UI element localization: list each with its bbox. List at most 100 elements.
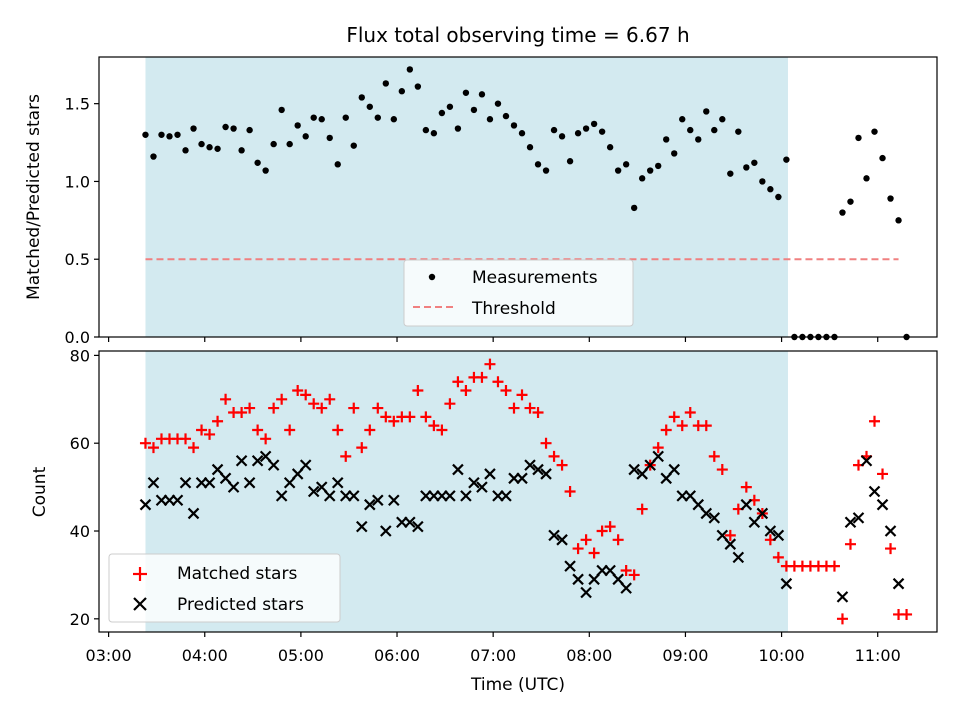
- matched-stars-point: [877, 468, 889, 480]
- matched-stars-point: [524, 402, 536, 414]
- matched-stars-point: [340, 450, 352, 462]
- measurements-point: [558, 133, 566, 140]
- matched-stars-point: [508, 402, 520, 414]
- matched-stars-point: [284, 424, 296, 436]
- measurements-point: [614, 167, 622, 174]
- matched-stars-point: [236, 406, 248, 418]
- matched-stars-point: [740, 481, 752, 493]
- predicted-stars-point: [476, 481, 488, 493]
- matched-stars-point: [636, 503, 648, 515]
- matched-stars-point: [580, 534, 592, 546]
- measurements-point: [566, 158, 574, 165]
- measurements-point: [671, 150, 678, 157]
- x-tick-label: 05:00: [278, 646, 324, 665]
- top-y-tick-label: 0.0: [65, 328, 90, 347]
- predicted-stars-point: [564, 560, 576, 572]
- matched-stars-point: [724, 529, 736, 541]
- measurements-point: [574, 130, 582, 137]
- legend-matched-marker: [133, 567, 147, 581]
- measurements-point: [655, 162, 662, 170]
- predicted-stars-point: [380, 525, 392, 537]
- matched-stars-point: [212, 415, 224, 427]
- predicted-stars-point: [203, 476, 216, 489]
- predicted-stars-point: [364, 498, 376, 511]
- measurements-point: [430, 130, 438, 137]
- measurements-point: [486, 116, 494, 123]
- matched-stars-point: [652, 442, 664, 454]
- matched-stars-point: [436, 424, 448, 436]
- measurements-point: [270, 140, 277, 148]
- measurements-point: [422, 126, 430, 134]
- measurements-point: [598, 128, 606, 135]
- predicted-stars-point: [868, 485, 881, 498]
- measurements-point: [783, 156, 790, 163]
- predicted-stars-point: [355, 520, 368, 533]
- measurements-point: [719, 116, 726, 123]
- matched-stars-point: [492, 376, 504, 388]
- measurements-point: [326, 134, 333, 142]
- predicted-stars-point: [259, 450, 272, 463]
- measurements-point: [895, 217, 902, 224]
- predicted-stars-point: [836, 591, 849, 603]
- predicted-stars-point: [876, 498, 889, 511]
- measurements-point: [863, 175, 870, 182]
- matched-stars-point: [604, 521, 616, 533]
- measurements-point: [542, 167, 550, 174]
- predicted-stars-point: [708, 512, 721, 524]
- predicted-stars-point: [516, 472, 528, 485]
- top-y-tick-label: 1.0: [65, 172, 90, 191]
- matched-stars-point: [428, 420, 440, 432]
- matched-stars-point: [139, 437, 151, 449]
- matched-stars-point: [420, 411, 432, 423]
- predicted-stars-point: [315, 481, 328, 493]
- legend-predicted-marker: [133, 597, 147, 611]
- measurements-point: [622, 161, 630, 168]
- matched-stars-point: [901, 608, 913, 620]
- predicted-stars-point: [700, 507, 713, 520]
- predicted-stars-point: [780, 577, 793, 590]
- measurements-point: [847, 198, 854, 205]
- measurements-point: [518, 130, 526, 137]
- measurements-point: [727, 170, 734, 177]
- matched-stars-point: [444, 398, 456, 410]
- x-tick-label: 08:00: [566, 646, 612, 665]
- measurements-point: [222, 123, 229, 131]
- measurements-point: [695, 136, 702, 143]
- measurements-point: [398, 88, 406, 95]
- matched-stars-point: [844, 538, 856, 550]
- bottom-axes-frame: [98, 350, 938, 633]
- measurements-point: [630, 204, 638, 212]
- predicted-stars-point: [748, 516, 761, 529]
- matched-stars-point: [204, 428, 216, 440]
- predicted-stars-point: [684, 490, 697, 502]
- legend-threshold-label: Threshold: [471, 299, 556, 319]
- top-panel: 0.0 0.5 1.0 1.5 Matched/Predicted stars Mea…: [24, 56, 938, 347]
- measurements-point: [342, 114, 349, 121]
- matched-stars-point: [332, 424, 344, 436]
- measurements-point: [462, 89, 470, 96]
- predicted-stars-point: [307, 485, 320, 498]
- matched-stars-point: [612, 534, 624, 546]
- matched-stars-point: [180, 433, 192, 445]
- predicted-stars-point: [275, 490, 288, 502]
- bottom-y-tick-label: 60: [70, 434, 90, 453]
- predicted-stars-point: [372, 494, 384, 507]
- matched-stars-point: [364, 424, 376, 436]
- measurements-point: [214, 145, 221, 152]
- predicted-stars-point: [572, 573, 584, 586]
- x-tick-label: 04:00: [182, 646, 228, 665]
- predicted-stars-point: [548, 529, 560, 542]
- predicted-stars-point: [644, 459, 656, 471]
- matched-stars-point: [836, 613, 848, 625]
- matched-stars-point: [772, 551, 784, 563]
- x-tick-label: 11:00: [855, 646, 901, 665]
- measurements-point: [887, 195, 894, 202]
- measurements-point: [494, 100, 502, 107]
- predicted-stars-point: [468, 476, 480, 489]
- measurements-point: [358, 94, 365, 101]
- measurements-point: [646, 167, 654, 174]
- predicted-stars-point: [267, 459, 280, 471]
- x-tick-label: 06:00: [374, 646, 420, 665]
- predicted-stars-point: [636, 468, 648, 480]
